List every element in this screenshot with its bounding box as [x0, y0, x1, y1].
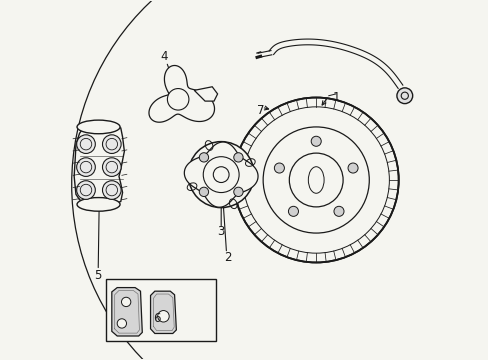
Circle shape: [233, 187, 243, 197]
Circle shape: [102, 181, 121, 199]
Circle shape: [347, 163, 357, 173]
Circle shape: [333, 206, 343, 216]
Circle shape: [288, 206, 298, 216]
Circle shape: [233, 153, 243, 162]
Circle shape: [102, 158, 121, 176]
Polygon shape: [194, 87, 217, 101]
Ellipse shape: [77, 120, 120, 134]
Circle shape: [167, 89, 188, 110]
Circle shape: [158, 311, 169, 322]
Bar: [106, 279, 215, 341]
Polygon shape: [150, 291, 176, 333]
Polygon shape: [184, 142, 258, 207]
Circle shape: [233, 98, 398, 262]
Circle shape: [117, 319, 126, 328]
Ellipse shape: [77, 198, 120, 211]
Circle shape: [274, 163, 284, 173]
Text: 1: 1: [331, 91, 339, 104]
Polygon shape: [74, 126, 124, 205]
Text: 6: 6: [153, 311, 160, 325]
Text: 4: 4: [160, 50, 167, 63]
Circle shape: [310, 136, 321, 146]
Circle shape: [121, 297, 131, 307]
Circle shape: [77, 181, 95, 199]
Text: 7: 7: [256, 104, 264, 117]
Circle shape: [188, 141, 254, 208]
Circle shape: [77, 158, 95, 176]
Text: 2: 2: [224, 251, 232, 264]
Text: 3: 3: [217, 225, 224, 238]
Circle shape: [199, 153, 208, 162]
Circle shape: [102, 135, 121, 153]
Polygon shape: [112, 288, 142, 336]
Circle shape: [396, 88, 412, 104]
Polygon shape: [149, 66, 214, 122]
Circle shape: [77, 135, 95, 153]
Text: 5: 5: [94, 269, 101, 282]
Circle shape: [199, 187, 208, 197]
